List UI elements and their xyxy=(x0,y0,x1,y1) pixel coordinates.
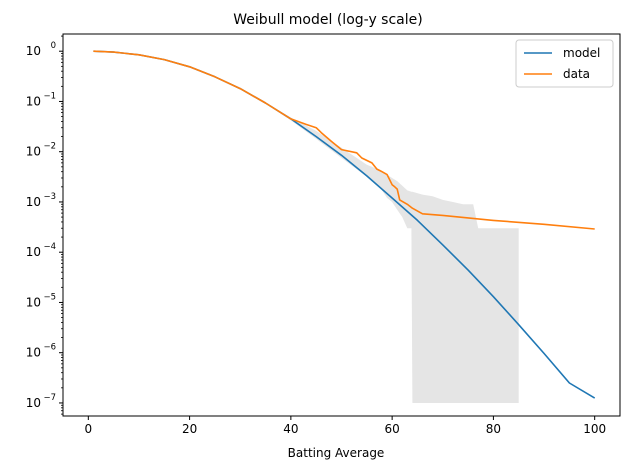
y-tick-label: 10 xyxy=(26,346,41,360)
x-tick-label: 80 xyxy=(486,422,501,436)
band-layer xyxy=(93,51,519,403)
legend: model data xyxy=(515,39,614,88)
x-tick-label: 40 xyxy=(283,422,298,436)
series-line-model xyxy=(93,50,596,399)
x-axis: 0 20 40 60 80 100 xyxy=(84,416,606,436)
y-tick-exponent: −1 xyxy=(43,91,56,101)
y-tick-exponent: −2 xyxy=(43,142,56,152)
y-tick-label: 10 xyxy=(26,295,41,309)
x-tick-label: 100 xyxy=(583,422,606,436)
series-line-data xyxy=(93,50,595,230)
y-tick-label: 10 xyxy=(26,396,41,410)
y-tick-exponent: −6 xyxy=(43,343,56,353)
y-tick-exponent: −3 xyxy=(43,192,56,202)
legend-label-data: data xyxy=(563,67,590,81)
y-tick-exponent: −5 xyxy=(43,292,56,302)
series-layer xyxy=(93,50,596,399)
y-tick-label: 10 xyxy=(26,195,41,209)
y-tick-exponent: −7 xyxy=(43,393,56,403)
y-tick-exponent: −4 xyxy=(43,242,56,252)
y-tick-exponent: 0 xyxy=(51,41,56,51)
y-tick-label: 10 xyxy=(26,94,41,108)
plot-frame xyxy=(62,33,621,417)
x-tick-label: 20 xyxy=(182,422,197,436)
legend-label-model: model xyxy=(563,46,600,60)
confidence-band xyxy=(93,51,519,403)
x-axis-label: Batting Average xyxy=(288,446,385,460)
x-tick-label: 0 xyxy=(84,422,92,436)
x-tick-label: 60 xyxy=(384,422,399,436)
chart-title: Weibull model (log-y scale) xyxy=(233,12,422,28)
plot-area xyxy=(62,33,621,417)
legend-box xyxy=(515,39,614,88)
y-tick-label: 10 xyxy=(26,44,41,58)
y-tick-label: 10 xyxy=(26,245,41,259)
y-tick-label: 10 xyxy=(26,145,41,159)
